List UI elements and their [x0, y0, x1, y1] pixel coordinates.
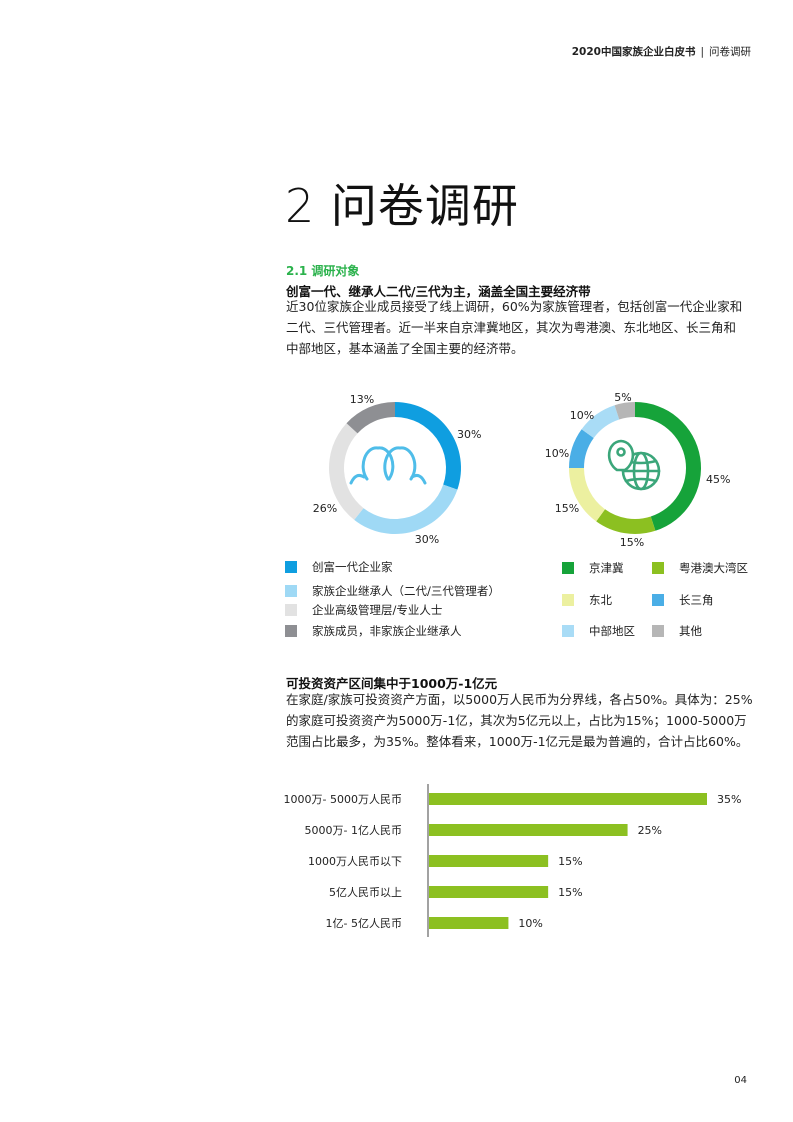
bar-value-label: 35% — [717, 793, 741, 806]
section2-heading: 可投资资产区间集中于1000万-1亿元 — [286, 676, 498, 691]
donut-slice — [614, 402, 635, 420]
legend-label: 其他 — [679, 624, 702, 638]
legend-swatch — [562, 594, 574, 606]
legend-swatch — [285, 585, 297, 597]
bar-category-label: 5亿人民币以上 — [329, 886, 402, 899]
donut-data-label: 26% — [313, 502, 337, 515]
header-separator: | — [700, 46, 704, 58]
legend-item: 粤港澳大湾区 — [652, 560, 748, 576]
bar-value-label: 15% — [558, 886, 582, 899]
legend-item: 创富一代企业家 — [285, 559, 393, 575]
donut-slice — [569, 468, 606, 522]
legend-label: 企业高级管理层/专业人士 — [312, 603, 443, 617]
legend-swatch — [652, 625, 664, 637]
donut-data-label: 30% — [415, 533, 439, 546]
bar-category-label: 5000万- 1亿人民币 — [305, 824, 402, 837]
para-line: 的家庭可投资资产为5000万-1亿，其次为5亿元以上，占比为15%；1000-5… — [286, 713, 747, 728]
section-label: 2.1 调研对象 — [286, 264, 360, 278]
donut-slice — [596, 509, 656, 534]
donut-slice — [635, 402, 701, 531]
legend-swatch — [285, 625, 297, 637]
legend-item: 中部地区 — [562, 623, 635, 639]
legend-swatch — [562, 625, 574, 637]
donut-slices — [569, 402, 701, 534]
legend-item: 家族成员，非家族企业继承人 — [285, 623, 462, 639]
legend-item: 其他 — [652, 623, 702, 639]
donut-data-label: 5% — [614, 391, 631, 404]
donut-slice — [581, 405, 620, 439]
bar-category-label: 1000万- 5000万人民币 — [284, 793, 402, 806]
legend-label: 京津冀 — [589, 561, 624, 575]
donut-data-label: 15% — [555, 502, 579, 515]
section-paragraph: 近30位家族企业成员接受了线上调研，60%为家族管理者，包括创富一代企业家和 二… — [286, 296, 756, 359]
bar-value-label: 10% — [518, 917, 542, 930]
running-header: 2020中国家族企业白皮书 | 问卷调研 — [572, 44, 751, 59]
legend-label: 东北 — [589, 593, 612, 607]
donut-data-label: 15% — [620, 536, 644, 549]
donut-data-label: 10% — [570, 409, 594, 422]
people-icon — [349, 446, 427, 485]
legend-label: 创富一代企业家 — [312, 560, 393, 574]
legend-label: 中部地区 — [589, 624, 635, 638]
legend-swatch — [652, 562, 664, 574]
donut-chart-role: 30% 30% 26% 13% — [313, 393, 482, 546]
donut-data-label: 30% — [457, 428, 481, 441]
section2-paragraph: 在家庭/家族可投资资产方面，以5000万人民币为分界线，各占50%。具体为：25… — [286, 689, 756, 752]
chapter-title: 2 问卷调研 — [285, 179, 519, 233]
donut-slice — [395, 402, 461, 490]
donut-data-label: 10% — [545, 447, 569, 460]
legend-label: 家族企业继承人（二代/三代管理者） — [312, 584, 500, 598]
donut-slice — [569, 429, 594, 468]
legend-item: 东北 — [562, 592, 612, 608]
globe-location-icon — [607, 439, 661, 491]
bar-value-label: 25% — [638, 824, 662, 837]
bar-category-label: 1亿- 5亿人民币 — [326, 917, 402, 930]
bar-value-label: 15% — [558, 855, 582, 868]
para-line: 在家庭/家族可投资资产方面，以5000万人民币为分界线，各占50%。具体为：25… — [286, 692, 753, 707]
para-line: 范围占比最多，为35%。整体看来，1000万-1亿元是最为普遍的，合计占比60%… — [286, 734, 749, 749]
asset-range-bar-chart: 1000万- 5000万人民币 35% 5000万- 1亿人民币 25% 1000万人民… — [284, 784, 741, 937]
bar-category-label: 1000万人民币以下 — [308, 855, 402, 868]
header-chapter: 问卷调研 — [709, 46, 751, 58]
para-line: 近30位家族企业成员接受了线上调研，60%为家族管理者，包括创富一代企业家和 — [286, 299, 743, 314]
donut-slice — [329, 423, 364, 520]
bar — [429, 886, 549, 898]
legend-label: 家族成员，非家族企业继承人 — [312, 624, 462, 638]
legend-item: 京津冀 — [562, 560, 624, 576]
page-number: 04 — [734, 1075, 747, 1086]
legend-item: 企业高级管理层/专业人士 — [285, 602, 442, 618]
bar — [429, 855, 549, 867]
donut-data-label: 45% — [706, 473, 730, 486]
donut-slices — [329, 402, 461, 534]
legend-swatch — [562, 562, 574, 574]
header-report-title: 2020中国家族企业白皮书 — [571, 46, 696, 58]
legend-label: 粤港澳大湾区 — [679, 561, 748, 575]
donut-slice — [354, 484, 458, 534]
bar — [429, 917, 509, 929]
bar — [429, 793, 707, 805]
para-line: 二代、三代管理者。近一半来自京津冀地区，其次为粤港澳、东北地区、长三角和 — [286, 320, 737, 335]
legend-item: 家族企业继承人（二代/三代管理者） — [285, 583, 500, 599]
legend-swatch — [652, 594, 664, 606]
legend-item: 长三角 — [652, 592, 714, 608]
section-heading: 创富一代、继承人二代/三代为主，涵盖全国主要经济带 — [286, 284, 591, 299]
legend-swatch — [285, 561, 297, 573]
legend-label: 长三角 — [679, 593, 714, 607]
donut-chart-region: 45% 15% 15% 10% 10% 5% — [545, 391, 731, 549]
bar — [429, 824, 628, 836]
donut-slice — [346, 402, 395, 434]
para-line: 中部地区，基本涵盖了全国主要的经济带。 — [286, 341, 524, 356]
legend-swatch — [285, 604, 297, 616]
donut-data-label: 13% — [350, 393, 374, 406]
